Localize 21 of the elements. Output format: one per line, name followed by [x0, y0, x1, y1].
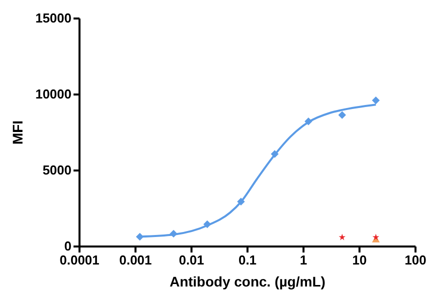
- point: [237, 198, 245, 206]
- x-tick-label: 0.1: [238, 252, 257, 268]
- point: [270, 150, 279, 158]
- x-tick-label: 10: [352, 252, 367, 268]
- point: [136, 232, 144, 241]
- y-axis-title: MFI: [9, 120, 26, 145]
- x-axis-title: Antibody conc. (µg/mL): [170, 274, 326, 290]
- point: [304, 117, 312, 126]
- y-tick-label: 5000: [42, 162, 72, 178]
- x-tick-label: 0.001: [119, 252, 152, 268]
- x-tick-label: 1: [300, 252, 308, 268]
- point: [338, 111, 346, 119]
- x-tick-label: 0.01: [178, 252, 204, 268]
- y-tick-label: 15000: [35, 10, 72, 26]
- point: [203, 220, 212, 228]
- y-tick-label: 10000: [35, 86, 72, 102]
- y-tick-label: 0: [64, 238, 72, 254]
- point: [372, 96, 380, 104]
- x-tick-label: 0.0001: [60, 252, 100, 268]
- point: [170, 230, 178, 238]
- x-tick-label: 100: [404, 252, 426, 268]
